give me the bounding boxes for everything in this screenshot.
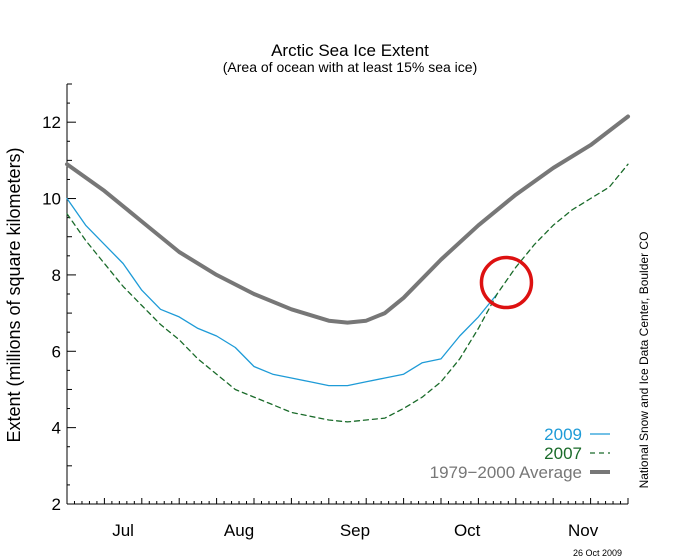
- y-tick-label: 8: [52, 266, 61, 285]
- chart-subtitle: (Area of ocean with at least 15% sea ice…: [223, 59, 477, 75]
- y-tick-label: 12: [42, 113, 61, 132]
- date-stamp: 26 Oct 2009: [573, 548, 622, 558]
- highlight-circle: [479, 255, 534, 310]
- annotation-group: [479, 255, 534, 310]
- x-ticks: Jul Aug Sep Oct Nov: [66, 498, 629, 540]
- legend-label: 2007: [544, 444, 582, 463]
- y-tick-label: 6: [52, 342, 61, 361]
- legend-label: 1979−2000 Average: [430, 463, 582, 482]
- credit-text: National Snow and Ice Data Center, Bould…: [637, 232, 651, 489]
- x-tick-label: Jul: [112, 521, 134, 540]
- x-tick-label: Oct: [454, 521, 481, 540]
- y-tick-label: 2: [52, 495, 61, 514]
- series-line: [66, 163, 629, 423]
- chart-title: Arctic Sea Ice Extent: [271, 41, 429, 60]
- series-group: [65, 114, 630, 423]
- y-ticks: 2 4 6 8 10 12: [42, 83, 76, 514]
- y-tick-label: 4: [52, 419, 61, 438]
- x-tick-label: Nov: [568, 521, 599, 540]
- x-tick-label: Sep: [340, 521, 370, 540]
- x-tick-label: Aug: [224, 521, 254, 540]
- legend-label: 2009: [544, 425, 582, 444]
- series-line: [65, 114, 630, 325]
- y-tick-label: 10: [42, 190, 61, 209]
- y-axis-label: Extent (millions of square kilometers): [4, 147, 24, 442]
- series-line: [66, 197, 498, 387]
